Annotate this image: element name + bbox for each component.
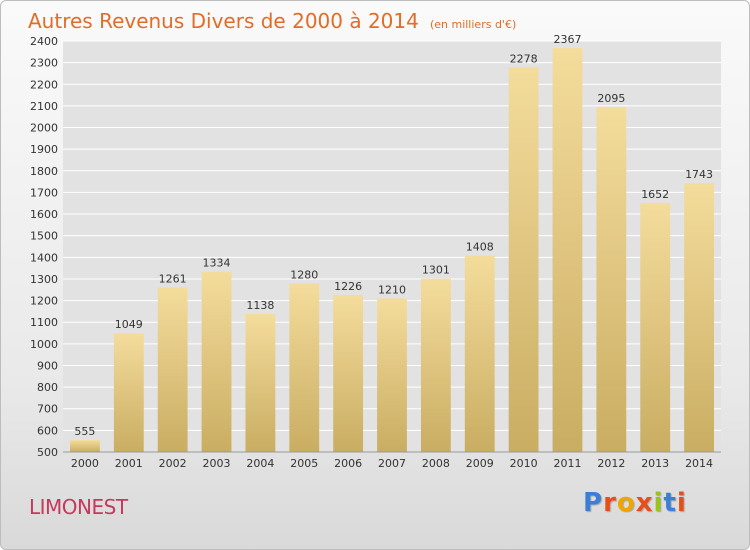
title-row: Autres Revenus Divers de 2000 à 2014 (en… (28, 9, 516, 33)
x-tick-label: 2000 (71, 457, 99, 470)
x-tick-label: 2006 (334, 457, 362, 470)
bar-2000 (70, 440, 100, 452)
bar-2014 (684, 183, 714, 452)
bar-2003 (201, 271, 232, 452)
y-tick-label: 1500 (30, 230, 58, 243)
town-name: LIMONEST (29, 495, 128, 519)
bar-2005 (289, 283, 320, 452)
bar-2010 (508, 67, 539, 452)
bar-2001 (113, 333, 144, 452)
y-tick-label: 1200 (30, 295, 58, 308)
logo-letter: x (635, 488, 654, 518)
y-tick-label: 1300 (30, 273, 58, 286)
x-tick-label: 2014 (685, 457, 713, 470)
data-label-2011: 2367 (553, 33, 581, 46)
y-tick-label: 2100 (30, 100, 58, 113)
data-label-2003: 1334 (203, 257, 231, 270)
data-label-2013: 1652 (641, 188, 669, 201)
data-label-2014: 1743 (685, 168, 713, 181)
data-label-2005: 1280 (290, 268, 318, 281)
data-label-2001: 1049 (115, 318, 143, 331)
bar-2006 (333, 294, 364, 452)
data-label-2008: 1301 (422, 264, 450, 277)
y-tick-label: 900 (37, 359, 58, 372)
x-tick-label: 2003 (203, 457, 231, 470)
y-tick-label: 1600 (30, 208, 58, 221)
chart-subtitle: (en milliers d'€) (429, 18, 517, 31)
y-tick-label: 1900 (30, 143, 58, 156)
bar-2008 (420, 278, 451, 452)
x-tick-label: 2001 (115, 457, 143, 470)
x-tick-label: 2013 (641, 457, 669, 470)
logo-letter: i (676, 488, 687, 518)
y-tick-label: 2400 (30, 35, 58, 48)
logo-letter: t (663, 488, 677, 518)
bar-chart: 500 600 700 800 900 1000 1100 1200 1300 1400 1500 1… (30, 33, 721, 470)
y-tick-label: 600 (37, 424, 58, 437)
data-label-2007: 1210 (378, 283, 406, 296)
logo-letter: P (583, 488, 604, 518)
logo-letter: i (653, 488, 664, 518)
y-tick-label: 2300 (30, 57, 58, 70)
data-label-2010: 2278 (510, 52, 538, 65)
data-label-2002: 1261 (159, 272, 187, 285)
y-tick-label: 1000 (30, 338, 58, 351)
x-tick-label: 2002 (159, 457, 187, 470)
bar-2004 (245, 313, 276, 452)
x-tick-label: 2005 (290, 457, 318, 470)
y-tick-label: 1700 (30, 186, 58, 199)
bar-2012 (596, 106, 627, 452)
y-tick-label: 500 (37, 446, 58, 459)
bar-2007 (377, 298, 407, 452)
data-label-2009: 1408 (466, 241, 494, 254)
data-label-2004: 1138 (246, 299, 274, 312)
logo-letter: r (603, 488, 617, 518)
y-tick-label: 1800 (30, 165, 58, 178)
x-tick-label: 2007 (378, 457, 406, 470)
data-label-2012: 2095 (597, 92, 625, 105)
bar-2002 (157, 287, 188, 452)
y-tick-label: 1100 (30, 316, 58, 329)
y-tick-label: 2200 (30, 78, 58, 91)
y-tick-label: 2000 (30, 122, 58, 135)
bar-2011 (552, 48, 583, 452)
data-label-2000: 555 (74, 425, 95, 438)
bar-2009 (464, 255, 495, 452)
x-tick-label: 2004 (246, 457, 274, 470)
y-tick-label: 700 (37, 403, 58, 416)
x-tick-label: 2008 (422, 457, 450, 470)
bar-2013 (640, 202, 671, 452)
data-label-2006: 1226 (334, 280, 362, 293)
x-tick-label: 2009 (466, 457, 494, 470)
x-tick-label: 2012 (597, 457, 625, 470)
x-tick-label: 2010 (510, 457, 538, 470)
logo-letter: o (616, 488, 636, 518)
y-tick-label: 1400 (30, 251, 58, 264)
x-tick-label: 2011 (553, 457, 581, 470)
chart-title: Autres Revenus Divers de 2000 à 2014 (28, 9, 419, 33)
proxiti-logo: Proxiti (583, 488, 687, 518)
y-tick-label: 800 (37, 381, 58, 394)
